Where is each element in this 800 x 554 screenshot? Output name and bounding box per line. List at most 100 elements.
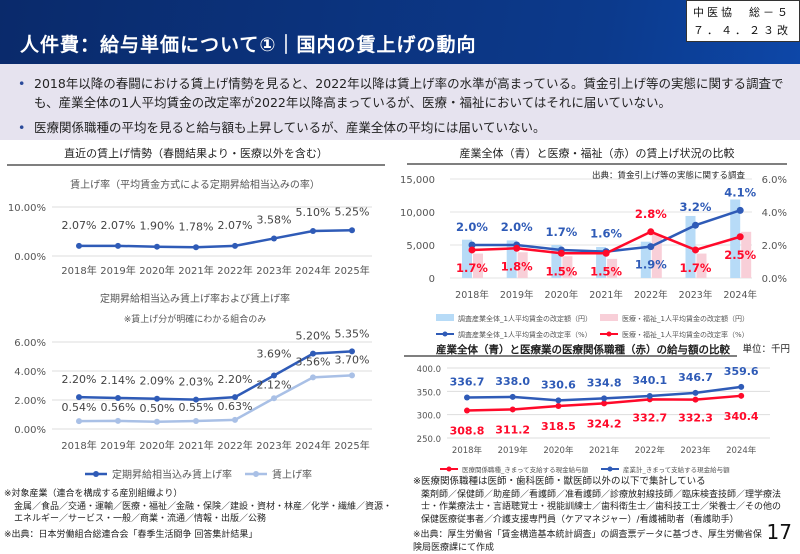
x-tick-label: 2021年 <box>589 445 620 456</box>
data-label: 3.70% <box>335 353 370 366</box>
data-label: 5.25% <box>335 205 370 218</box>
data-label: 2.14% <box>101 374 136 387</box>
doc-id-line2: ７．４．２３改 <box>693 24 791 37</box>
data-label: 1.7% <box>456 261 488 275</box>
legend-marker <box>446 466 452 472</box>
x-tick-label: 2018年 <box>61 439 96 452</box>
data-label: 3.58% <box>257 213 292 226</box>
page-number: 17 <box>766 520 792 544</box>
header-banner: 人件費：給与単価について①｜国内の賃上げの動向 中医協 総－５ ７．４．２３改 <box>0 0 800 64</box>
data-point <box>349 372 355 379</box>
x-tick-label: 2024年 <box>295 439 330 452</box>
data-point <box>509 406 516 413</box>
data-label: 318.5 <box>541 420 576 433</box>
data-label: 2.09% <box>140 375 175 388</box>
x-tick-label: 2018年 <box>455 289 489 301</box>
bar <box>462 239 472 278</box>
y-right-tick-label: 4.0% <box>762 208 787 219</box>
data-label: 340.1 <box>632 374 667 387</box>
data-label: 324.2 <box>587 417 622 430</box>
data-point <box>692 396 699 403</box>
data-point <box>692 221 699 229</box>
series-line <box>78 350 353 401</box>
data-point <box>692 389 699 396</box>
data-label: 0.63% <box>218 400 253 413</box>
summary-box: 2018年以降の春闘における賃上げ情勢を見ると、2022年以降は賃上げ率の水準が… <box>0 64 800 140</box>
occupation-list: 薬剤師／保健師／助産師／看護師／准看護師／診療放射線技師／臨床検査技師／理学療法… <box>421 489 782 525</box>
x-tick-label: 2024年 <box>723 289 757 301</box>
bar <box>640 241 651 278</box>
data-point <box>76 242 82 249</box>
x-tick-label: 2019年 <box>500 289 534 301</box>
data-label: 3.56% <box>296 355 331 368</box>
legend-label: 産業計_きまって支給する現金給与額 <box>623 465 730 474</box>
data-point <box>271 395 277 402</box>
data-point <box>738 383 745 390</box>
legend-label: 定期昇給相当込み賃上げ率 <box>112 468 232 481</box>
data-point <box>736 206 744 214</box>
chart-subtitle: ※賃上げ分が明確にわかる組合のみ <box>124 313 267 325</box>
chart-source: 出典：賃金引上げ等の実態に関する調査 <box>592 170 746 181</box>
y-tick-label: 10.00% <box>8 203 46 214</box>
y-right-tick-label: 2.0% <box>762 241 787 252</box>
y-tick-label: 2.00% <box>14 396 46 407</box>
unit-label: 単位：千円 <box>742 343 790 355</box>
y-tick-label: 6.00% <box>14 338 46 349</box>
data-point <box>692 246 699 254</box>
x-tick-label: 2019年 <box>100 439 135 452</box>
data-label: 346.7 <box>678 371 713 384</box>
data-label: 5.10% <box>296 206 331 219</box>
data-point <box>555 397 562 404</box>
data-point <box>464 407 470 414</box>
data-label: 2.8% <box>635 207 667 221</box>
data-label: 0.56% <box>101 401 136 414</box>
data-label: 2.07% <box>62 219 97 232</box>
data-label: 0.50% <box>140 402 175 415</box>
summary-bullet: 2018年以降の春闘における賃上げ情勢を見ると、2022年以降は賃上げ率の水準が… <box>14 74 786 112</box>
data-label: 2.20% <box>218 373 253 386</box>
x-tick-label: 2020年 <box>139 439 174 452</box>
data-point <box>310 228 316 235</box>
data-label: 2.0% <box>456 220 488 234</box>
y-tick-label: 350.0 <box>417 388 441 398</box>
data-point <box>349 348 355 355</box>
legend-swatch <box>600 314 618 321</box>
page-title: 人件費：給与単価について①｜国内の賃上げの動向 <box>20 34 477 56</box>
y-left-tick-label: 10,000 <box>400 208 435 219</box>
legend-label: 調査産業全体_1人平均賃金の改定額（円） <box>458 314 592 323</box>
y-left-tick-label: 15,000 <box>400 175 435 186</box>
data-point <box>115 242 121 249</box>
legend-label: 医療関係職種_きまって支給する現金給与額 <box>462 465 589 474</box>
data-label: 334.8 <box>587 376 622 389</box>
chart-title: 定期昇給相当込み賃上げ率および賃上げ率 <box>100 292 290 305</box>
data-label: 1.9% <box>635 258 667 272</box>
x-tick-label: 2022年 <box>217 264 252 277</box>
chart-title: 賃上げ率（平均賃金方式による定期昇給相当込みの率） <box>70 178 320 191</box>
x-tick-label: 2018年 <box>61 264 96 277</box>
x-tick-label: 2019年 <box>498 445 529 456</box>
x-tick-label: 2025年 <box>334 264 369 277</box>
section-title: 産業全体（青）と医療・福祉（赤）の賃上げ状況の比較 <box>460 146 735 160</box>
data-point <box>232 394 238 401</box>
x-tick-label: 2023年 <box>256 439 291 452</box>
legend-label: 医療・福祉_1人平均賃金の改定額（円） <box>622 314 749 323</box>
section-title: 直近の賃上げ情勢（春闘結果より・医療以外を含む） <box>64 146 328 160</box>
data-point <box>738 392 745 399</box>
series-line <box>79 229 353 249</box>
data-label: 1.90% <box>140 220 175 233</box>
summary-bullet: 医療関係職種の平均を見ると給与額も上昇しているが、産業全体の平均には届いていない… <box>14 118 786 137</box>
legend-swatch <box>436 314 454 321</box>
bar <box>517 252 528 278</box>
bar <box>651 234 662 278</box>
target-industry-title: ※対象産業（連合を構成する産別組織より） <box>4 489 183 499</box>
x-tick-label: 2024年 <box>726 445 757 456</box>
bar <box>696 253 707 278</box>
x-tick-label: 2023年 <box>680 445 711 456</box>
data-point <box>349 227 355 234</box>
data-label: 1.78% <box>179 220 214 233</box>
bar <box>551 245 562 278</box>
data-point <box>115 417 121 424</box>
data-point <box>557 249 565 257</box>
data-label: 5.20% <box>296 330 331 343</box>
data-label: 330.6 <box>541 378 576 391</box>
